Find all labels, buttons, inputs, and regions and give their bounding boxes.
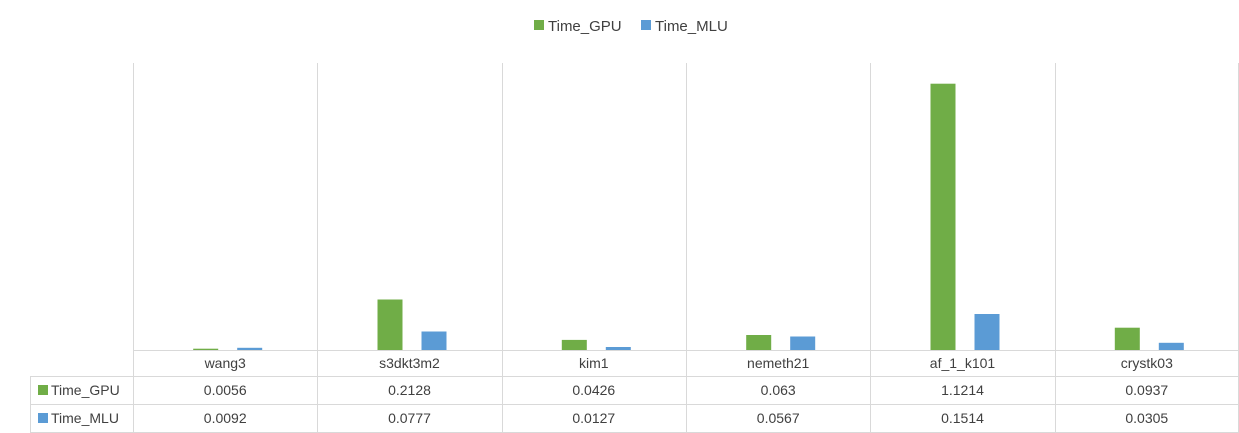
category-label: nemeth21 (747, 355, 809, 371)
legend-label-0: Time_GPU (548, 18, 622, 35)
bar-Time_MLU-wang3 (237, 347, 263, 350)
data-label: 0.063 (761, 382, 796, 398)
data-label: 0.0092 (204, 410, 247, 426)
bar-Time_MLU-kim1 (605, 347, 631, 350)
bar-Time_MLU-crystk03 (1158, 342, 1184, 350)
data-label: 1.1214 (941, 382, 984, 398)
data-label: 0.2128 (388, 382, 431, 398)
bar-Time_GPU-kim1 (561, 339, 587, 350)
legend: Time_GPU Time_MLU (534, 18, 728, 35)
legend-swatch-1 (641, 20, 651, 30)
legend-swatch-0 (534, 20, 544, 30)
table-row-label: Time_MLU (51, 410, 119, 426)
bar-Time_GPU-wang3 (193, 348, 219, 350)
data-label: 0.0567 (757, 410, 800, 426)
data-label: 0.0056 (204, 382, 247, 398)
bar-Time_MLU-s3dkt3m2 (421, 331, 447, 350)
category-label: wang3 (204, 355, 246, 371)
bar-Time_GPU-s3dkt3m2 (377, 299, 403, 350)
bar-Time_GPU-crystk03 (1114, 327, 1140, 350)
bar-Time_MLU-af_1_k101 (974, 314, 1000, 350)
data-label: 0.0426 (572, 382, 615, 398)
bar-Time_GPU-af_1_k101 (930, 83, 956, 350)
data-table: wang3 s3dkt3m2 kim1 nemeth21 af_1_k101 crystk… (38, 355, 1173, 426)
bars (193, 83, 1184, 350)
bar-Time_MLU-nemeth21 (790, 336, 816, 350)
data-label: 0.0777 (388, 410, 431, 426)
data-label: 0.0937 (1125, 382, 1168, 398)
data-label: 0.0305 (1125, 410, 1168, 426)
legend-label-1: Time_MLU (655, 18, 728, 35)
data-label: 0.0127 (572, 410, 615, 426)
category-label: crystk03 (1121, 355, 1173, 371)
grid (30, 63, 1239, 433)
category-label: s3dkt3m2 (379, 355, 440, 371)
data-label: 0.1514 (941, 410, 984, 426)
category-label: af_1_k101 (930, 355, 996, 371)
bar-Time_GPU-nemeth21 (746, 335, 772, 350)
table-swatch-0 (38, 385, 48, 395)
category-label: kim1 (579, 355, 609, 371)
table-row-label: Time_GPU (51, 382, 120, 398)
table-swatch-1 (38, 413, 48, 423)
